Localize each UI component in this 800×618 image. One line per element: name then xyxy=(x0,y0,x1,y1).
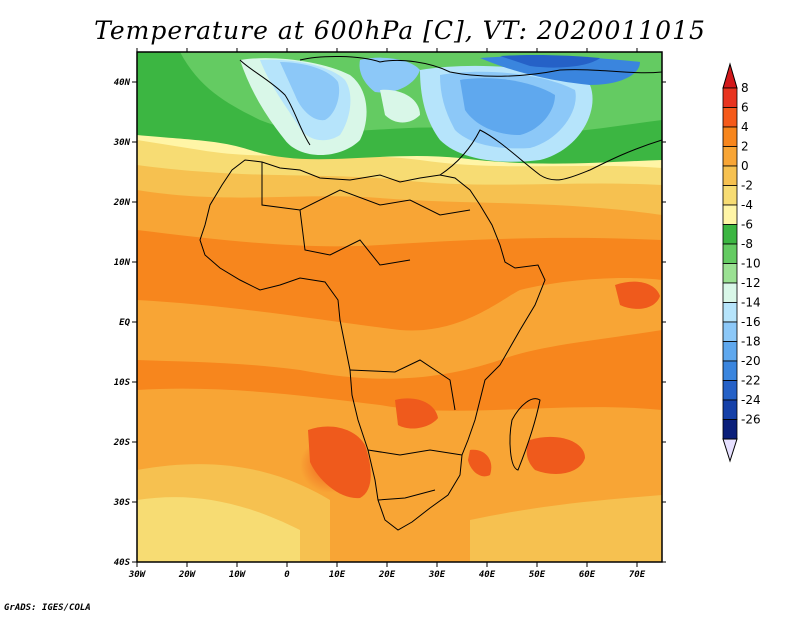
colorbar-swatch xyxy=(722,224,738,245)
coastlines xyxy=(199,56,662,531)
map-title: Temperature at 600hPa [C], VT: 202001101… xyxy=(94,16,706,45)
colorbar-swatch xyxy=(722,419,738,440)
colorbar-swatch xyxy=(722,282,738,303)
lat-tick-label: 30S xyxy=(113,498,131,508)
lon-tick-label: 70E xyxy=(629,570,646,580)
lon-tick-label: 30W xyxy=(128,570,147,580)
colorbar-swatch xyxy=(722,399,738,420)
colorbar-label: -4 xyxy=(741,198,753,212)
colorbar-swatch xyxy=(722,126,738,147)
lat-tick-label: 40S xyxy=(114,558,131,568)
colorbar-label: -16 xyxy=(741,315,761,329)
colorbar-over-arrow xyxy=(722,62,738,89)
colorbar-swatch xyxy=(722,243,738,264)
colorbar-label: 2 xyxy=(741,140,749,154)
lat-tick-label: 20S xyxy=(113,438,131,448)
colorbar-swatch xyxy=(722,165,738,186)
lat-tick-label: 10N xyxy=(114,258,131,268)
colorbar-swatch xyxy=(722,380,738,401)
lat-tick-label: 30N xyxy=(113,138,131,148)
lat-tick-label: 20N xyxy=(113,198,131,208)
colorbar-under-arrow xyxy=(722,438,738,463)
colorbar-label: -8 xyxy=(741,237,753,251)
lon-tick-label: 20E xyxy=(378,570,396,580)
colorbar-label: -12 xyxy=(741,276,761,290)
colorbar-label: -26 xyxy=(741,413,761,427)
colorbar-swatch xyxy=(722,341,738,362)
colorbar-label: -22 xyxy=(741,374,761,388)
lon-tick-label: 10E xyxy=(329,570,346,580)
lon-tick-label: 0 xyxy=(284,570,290,580)
colorbar-swatch xyxy=(722,146,738,167)
colorbar-swatch xyxy=(722,185,738,206)
lon-tick-label: 30E xyxy=(428,570,446,580)
lat-tick-label: 10S xyxy=(114,378,131,388)
colorbar-label: -6 xyxy=(741,218,753,232)
colorbar-swatch xyxy=(722,204,738,225)
colorbar-swatch xyxy=(722,302,738,323)
lat-tick-label: 40N xyxy=(114,78,131,88)
colorbar-label: -14 xyxy=(741,296,761,310)
colorbar-swatch xyxy=(722,360,738,381)
lon-tick-label: 40E xyxy=(479,570,496,580)
colorbar-swatch xyxy=(722,321,738,342)
colorbar: 8 6 4 2 0 -2 -4 -6 -8 -10 -12 -14 -16 -18 -20 -22 -24 -26 xyxy=(722,62,761,463)
colorbar-label: -2 xyxy=(741,179,753,193)
colorbar-label: 8 xyxy=(741,81,749,95)
colorbar-label: -24 xyxy=(741,393,761,407)
lon-tick-label: 20W xyxy=(178,570,197,580)
colorbar-label: 6 xyxy=(741,101,749,115)
longitude-axis: 30W 20W 10W 0 10E 20E 30E 40E 50E 60E 70E xyxy=(128,48,646,580)
lon-tick-label: 50E xyxy=(529,570,546,580)
lon-tick-label: 10W xyxy=(229,570,247,580)
latitude-axis: 40N 30N 20N 10N EQ 10S 20S 30S 40S xyxy=(113,78,666,568)
colorbar-label: -20 xyxy=(741,354,761,368)
temperature-field xyxy=(137,52,662,562)
colorbar-label: 4 xyxy=(741,120,749,134)
lat-tick-label: EQ xyxy=(119,318,130,328)
colorbar-swatch xyxy=(722,107,738,128)
colorbar-swatch xyxy=(722,263,738,284)
colorbar-label: -10 xyxy=(741,257,761,271)
map-frame xyxy=(136,51,663,563)
colorbar-label: -18 xyxy=(741,335,761,349)
credit-footer: GrADS: IGES/COLA xyxy=(4,603,91,613)
lon-tick-label: 60E xyxy=(579,570,596,580)
colorbar-label: 0 xyxy=(741,159,749,173)
colorbar-swatch xyxy=(722,87,738,108)
